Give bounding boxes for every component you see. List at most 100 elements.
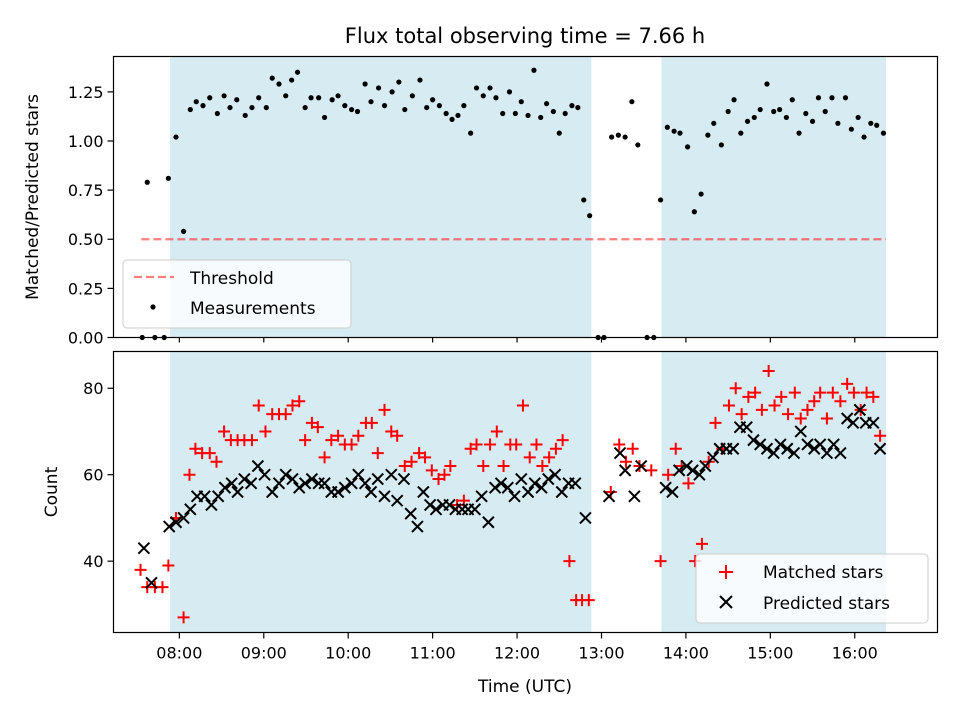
predicted-star-point xyxy=(867,416,880,430)
measurement-point xyxy=(677,130,683,136)
top-y-tick-label: 0.00 xyxy=(68,329,104,348)
matched-star-point xyxy=(762,364,775,377)
predicted-star-point xyxy=(686,464,699,477)
measurement-point xyxy=(635,142,641,148)
measurement-point xyxy=(375,85,382,91)
predicted-star-point xyxy=(475,490,488,503)
measurement-point xyxy=(815,95,822,101)
matched-star-point xyxy=(729,382,742,395)
measurement-point xyxy=(861,134,867,140)
matched-star-point xyxy=(378,403,391,416)
x-tick-label: 12:00 xyxy=(494,644,540,663)
matched-star-point xyxy=(419,451,432,464)
matched-star-point xyxy=(742,390,755,403)
predicted-star-point xyxy=(345,477,358,490)
matched-star-point xyxy=(536,460,549,473)
predicted-star-point xyxy=(244,477,258,490)
measurement-point xyxy=(880,130,887,136)
measurement-point xyxy=(443,110,449,117)
matched-star-point xyxy=(782,408,795,421)
bottom-legend: Matched stars Predicted stars xyxy=(695,553,929,624)
bottom-x-ticks: 08:00 09:00 10:00 11:00 12:00 13:00 14:00 15:00… xyxy=(156,632,878,663)
bottom-y-tick-label: 60 xyxy=(83,466,103,485)
matched-star-point xyxy=(860,386,873,399)
legend-measurements-label: Measurements xyxy=(190,299,316,319)
predicted-star-point xyxy=(163,520,176,533)
predicted-star-point xyxy=(443,498,456,512)
matched-star-point xyxy=(252,399,265,412)
matched-star-point xyxy=(371,447,384,460)
measurement-point xyxy=(221,93,227,99)
matched-star-point xyxy=(669,442,682,455)
matched-star-point xyxy=(722,399,735,412)
predicted-star-point xyxy=(787,446,801,460)
matched-star-point xyxy=(286,399,299,412)
matched-star-point xyxy=(582,594,595,607)
matched-star-point xyxy=(438,468,451,481)
measurement-point xyxy=(381,103,388,109)
predicted-star-point xyxy=(378,490,391,503)
legend-predicted-label: Predicted stars xyxy=(763,594,890,614)
matched-star-point xyxy=(477,460,490,473)
measurement-point xyxy=(402,106,408,113)
measurement-point xyxy=(430,97,436,103)
measurement-point xyxy=(348,106,355,113)
predicted-star-point xyxy=(808,442,821,455)
measurement-point xyxy=(455,112,461,119)
matched-star-point xyxy=(470,438,483,451)
x-tick-label: 11:00 xyxy=(410,644,456,663)
predicted-star-point xyxy=(794,425,807,438)
measurement-point xyxy=(835,120,841,126)
matched-star-point xyxy=(645,464,658,477)
measurement-point xyxy=(771,108,777,115)
bottom-y-ticks: 40 60 80 xyxy=(83,379,114,571)
predicted-star-point xyxy=(397,472,411,486)
matched-star-point xyxy=(497,460,510,473)
measurement-point xyxy=(468,130,474,136)
matched-star-point xyxy=(523,451,536,464)
measurement-point xyxy=(789,97,795,103)
x-axis-label: Time (UTC) xyxy=(477,677,572,697)
measurement-point xyxy=(187,106,193,113)
predicted-star-point xyxy=(225,477,238,490)
predicted-star-point xyxy=(634,459,648,473)
matched-star-point xyxy=(556,434,569,447)
predicted-star-point xyxy=(569,477,582,490)
matched-star-point xyxy=(510,438,523,451)
measurement-point xyxy=(193,99,199,105)
measurement-point xyxy=(671,128,677,134)
measurement-point xyxy=(609,134,615,140)
matched-star-point xyxy=(654,555,667,568)
measurement-point xyxy=(556,130,562,136)
predicted-star-point xyxy=(740,420,753,434)
matched-star-point xyxy=(516,399,529,412)
measurement-point xyxy=(757,106,763,113)
measurement-point xyxy=(500,110,506,117)
matched-star-point xyxy=(755,403,768,416)
matched-star-point xyxy=(189,442,202,455)
x-tick-label: 16:00 xyxy=(832,644,878,663)
predicted-star-point xyxy=(618,464,632,477)
matched-star-point xyxy=(162,559,175,572)
predicted-star-point xyxy=(760,442,774,455)
measurement-point xyxy=(718,142,724,148)
measurement-point xyxy=(803,110,809,117)
measurement-point xyxy=(263,104,269,111)
measurement-point xyxy=(848,126,854,132)
predicted-star-point xyxy=(272,477,286,490)
matched-star-point xyxy=(318,451,331,464)
measurement-point xyxy=(796,130,802,136)
predicted-star-point xyxy=(535,481,548,494)
matched-star-point xyxy=(549,442,562,455)
measurement-point xyxy=(362,81,368,87)
x-tick-label: 09:00 xyxy=(241,644,287,663)
matched-star-point xyxy=(183,468,196,481)
measurement-point xyxy=(227,104,233,111)
predicted-star-point xyxy=(390,494,404,507)
predicted-star-point xyxy=(251,459,265,473)
predicted-star-point xyxy=(853,403,867,417)
top-y-axis-label: Matched/Predicted stars xyxy=(23,94,43,300)
matched-star-point xyxy=(332,429,345,442)
matched-star-point xyxy=(218,425,231,438)
measurement-point xyxy=(809,118,816,124)
